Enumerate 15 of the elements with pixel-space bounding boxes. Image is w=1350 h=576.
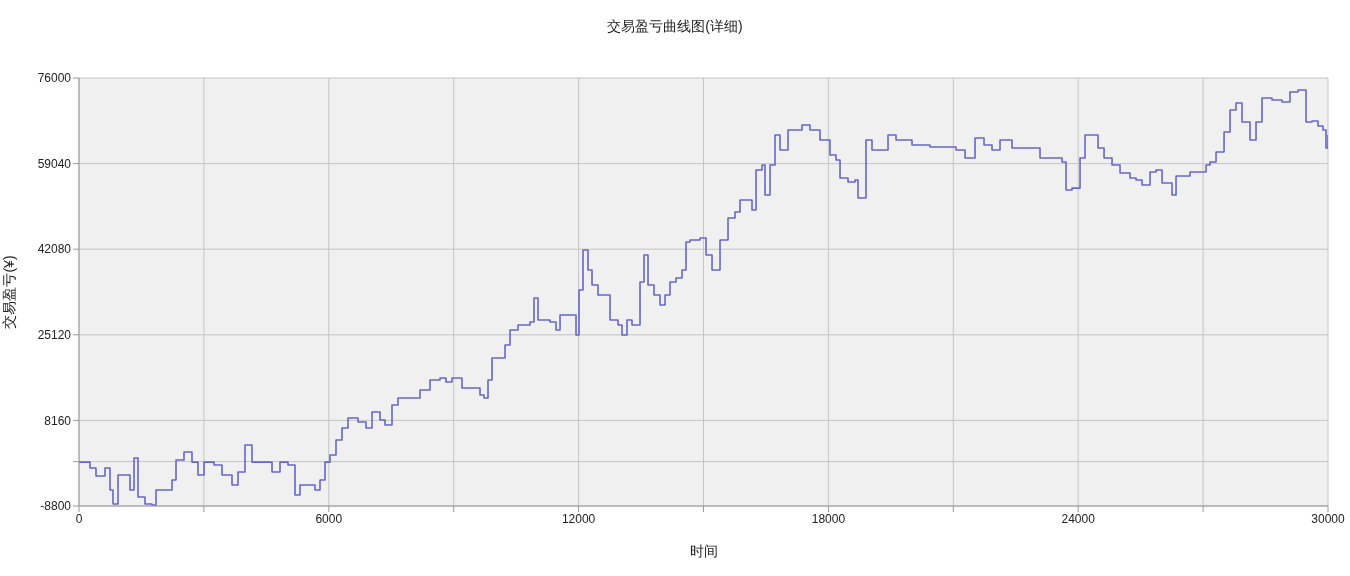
y-tick-label: 59040 [37, 156, 72, 171]
y-tick-label: -8800 [40, 499, 72, 514]
x-tick-label: 6000 [315, 511, 343, 526]
x-tick-label: 30000 [1311, 511, 1346, 526]
y-axis-title: 交易盈亏(¥) [0, 255, 17, 329]
chart-title: 交易盈亏曲线图(详细) [606, 18, 744, 36]
x-axis-title: 时间 [689, 543, 718, 559]
y-tick-label: 42080 [37, 242, 72, 257]
y-tick-label: 76000 [37, 71, 72, 86]
x-tick-label: 12000 [561, 511, 596, 526]
y-tick-label: 8160 [44, 413, 72, 428]
x-tick-label: 0 [75, 511, 83, 526]
y-tick-label: 25120 [37, 328, 72, 343]
x-tick-label: 24000 [1061, 511, 1096, 526]
x-tick-label: 18000 [811, 511, 846, 526]
